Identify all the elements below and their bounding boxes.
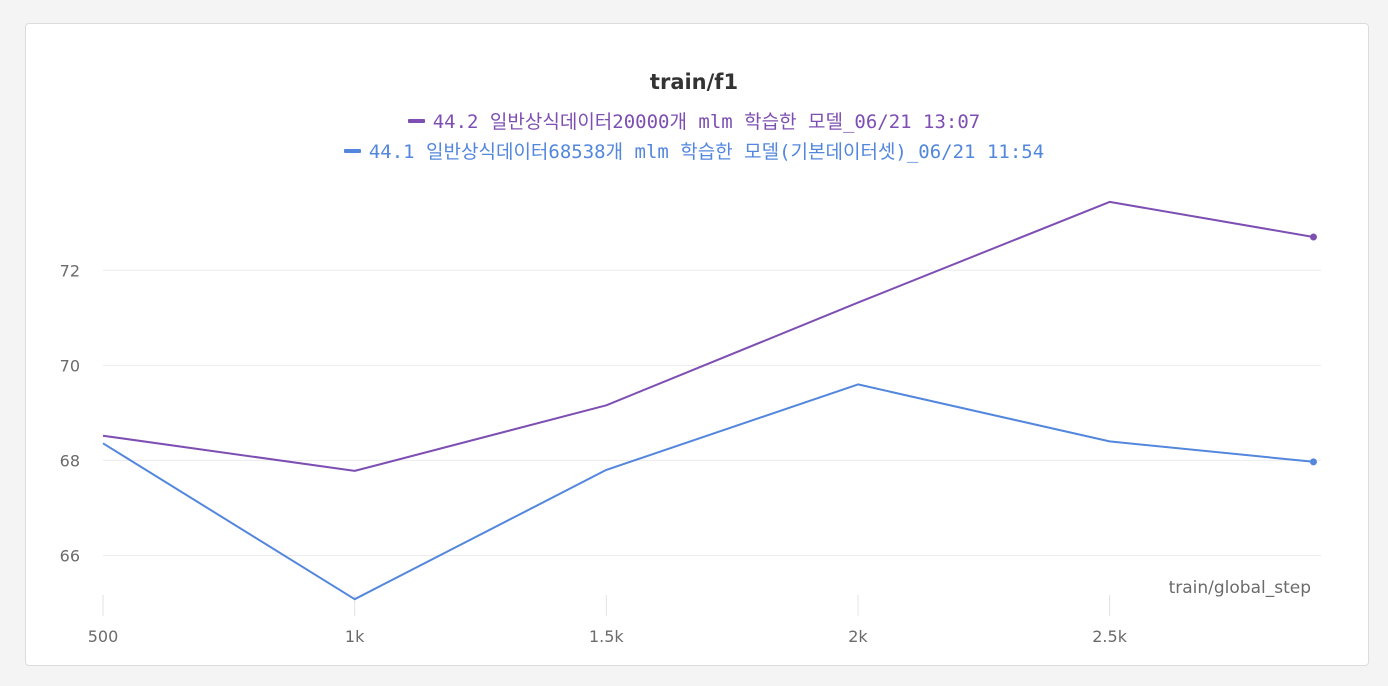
legend-swatch-series-2 <box>343 148 361 153</box>
y-axis: 66 68 70 72 <box>60 261 80 565</box>
x-tick-label-1k: 1k <box>345 627 365 646</box>
series-line-1 <box>102 200 1314 472</box>
legend-item-series-1[interactable]: 44.2 일반상식데이터20000개 mlm 학습한 모델_06/21 13:0… <box>0 107 1388 137</box>
series-line-2 <box>102 383 1314 601</box>
gridlines <box>103 269 1321 556</box>
legend-swatch-series-1 <box>407 118 425 123</box>
x-tick-label-2k: 2k <box>848 627 868 646</box>
series-endpoint-2 <box>1309 458 1317 466</box>
legend-label-series-2: 44.1 일반상식데이터68538개 mlm 학습한 모델(기본데이터셋)_06… <box>368 141 1045 163</box>
series-lines <box>102 200 1317 601</box>
series-endpoint-1 <box>1309 233 1317 241</box>
y-tick-label-68: 68 <box>60 451 80 470</box>
x-tick-label-1.5k: 1.5k <box>589 627 624 646</box>
y-tick-label-70: 70 <box>60 356 80 375</box>
chart-title: train/f1 <box>649 70 739 94</box>
x-axis-title: train/global_step <box>1169 578 1311 598</box>
legend-item-series-2[interactable]: 44.1 일반상식데이터68538개 mlm 학습한 모델(기본데이터셋)_06… <box>0 137 1388 167</box>
y-tick-label-66: 66 <box>60 546 80 565</box>
chart-legend: 44.2 일반상식데이터20000개 mlm 학습한 모델_06/21 13:0… <box>0 107 1388 167</box>
x-tick-label-500: 500 <box>88 627 119 646</box>
x-axis: 500 1k 1.5k 2k 2.5k <box>88 595 1128 646</box>
y-tick-label-72: 72 <box>60 261 80 280</box>
chart-panel <box>25 23 1369 666</box>
x-tick-label-2.5k: 2.5k <box>1092 627 1127 646</box>
legend-label-series-1: 44.2 일반상식데이터20000개 mlm 학습한 모델_06/21 13:0… <box>432 111 981 133</box>
